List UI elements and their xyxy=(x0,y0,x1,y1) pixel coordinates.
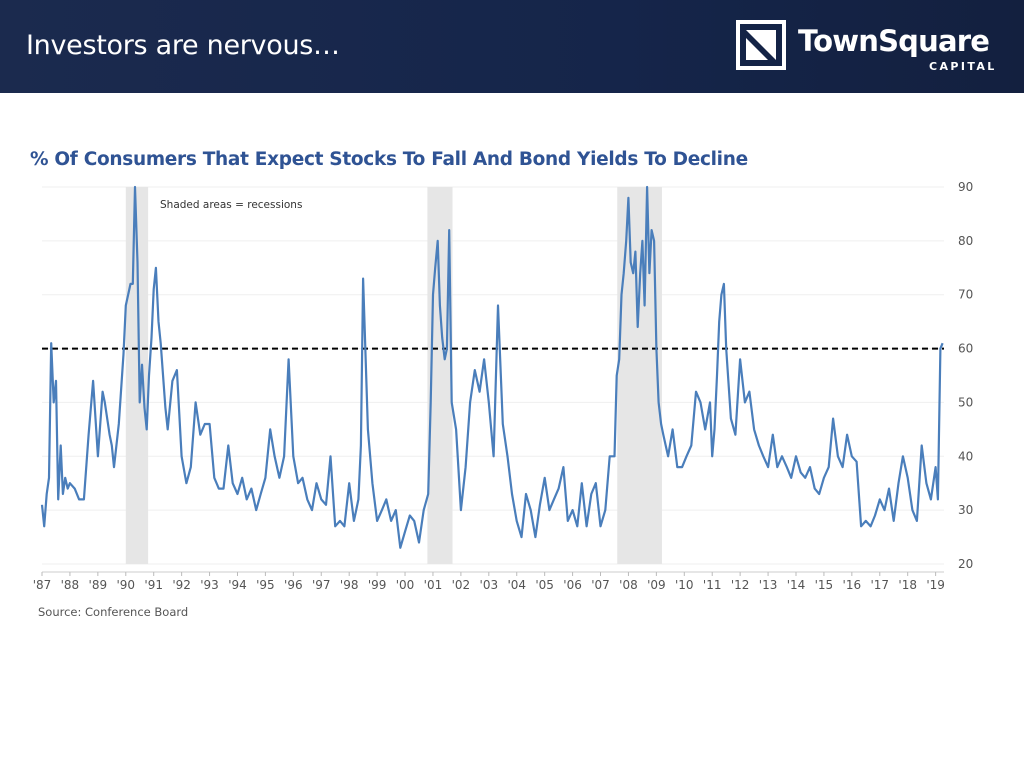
x-tick-label: '88 xyxy=(61,578,80,592)
y-axis-ticks: 20 30 40 50 60 70 80 90 xyxy=(958,180,973,571)
y-tick-label: 60 xyxy=(958,342,973,356)
y-tick-label: 20 xyxy=(958,557,973,571)
slide-header: Investors are nervous… TownSquare CAPITA… xyxy=(0,0,1024,93)
y-tick-label: 40 xyxy=(958,449,973,463)
x-tick-label: '10 xyxy=(675,578,694,592)
recession-shading xyxy=(125,187,662,564)
x-tick-label: '87 xyxy=(33,578,52,592)
y-tick-label: 70 xyxy=(958,288,973,302)
slide-title: Investors are nervous… xyxy=(26,30,340,61)
x-tick-label: '05 xyxy=(535,578,554,592)
x-tick-label: '07 xyxy=(591,578,610,592)
series-line xyxy=(40,185,944,549)
x-tick-label: '17 xyxy=(870,578,889,592)
townsquare-logo-icon xyxy=(736,20,786,70)
chart-title: % Of Consumers That Expect Stocks To Fal… xyxy=(30,149,748,170)
x-tick-label: '00 xyxy=(396,578,415,592)
x-tick-label: '94 xyxy=(228,578,247,592)
x-tick-label: '11 xyxy=(703,578,722,592)
x-tick-label: '02 xyxy=(452,578,471,592)
y-tick-label: 50 xyxy=(958,395,973,409)
x-tick-label: '15 xyxy=(815,578,834,592)
x-tick-label: '89 xyxy=(89,578,108,592)
x-tick-label: '92 xyxy=(172,578,191,592)
x-tick-label: '09 xyxy=(647,578,666,592)
x-tick-label: '16 xyxy=(843,578,862,592)
x-tick-label: '98 xyxy=(340,578,359,592)
x-tick-label: '18 xyxy=(898,578,917,592)
x-tick-label: '06 xyxy=(563,578,582,592)
x-tick-label: '90 xyxy=(116,578,135,592)
x-tick-label: '12 xyxy=(731,578,750,592)
x-tick-label: '19 xyxy=(926,578,945,592)
x-tick-label: '99 xyxy=(368,578,387,592)
x-tick-label: '03 xyxy=(480,578,499,592)
chart: % Of Consumers That Expect Stocks To Fal… xyxy=(30,149,973,619)
source-note: Source: Conference Board xyxy=(38,605,188,619)
x-axis-ticks: '87 '88 '89 '90 '91 '92 '93 '94 '95 '96 '97 '98 '99 '… xyxy=(33,571,945,592)
townsquare-logo: TownSquare CAPITAL xyxy=(736,20,996,76)
x-tick-label: '08 xyxy=(619,578,638,592)
logo-sub: CAPITAL xyxy=(929,60,997,73)
recession-annotation: Shaded areas = recessions xyxy=(160,199,302,211)
x-tick-label: '95 xyxy=(256,578,275,592)
x-tick-label: '96 xyxy=(284,578,303,592)
x-tick-label: '13 xyxy=(759,578,778,592)
y-tick-label: 30 xyxy=(958,503,973,517)
x-tick-label: '01 xyxy=(424,578,443,592)
y-tick-label: 80 xyxy=(958,234,973,248)
x-tick-label: '91 xyxy=(144,578,163,592)
x-tick-label: '04 xyxy=(507,578,526,592)
recession-band xyxy=(125,187,149,564)
y-tick-label: 90 xyxy=(958,180,973,194)
x-tick-label: '97 xyxy=(312,578,331,592)
x-tick-label: '93 xyxy=(200,578,219,592)
logo-name: TownSquare xyxy=(798,24,990,58)
x-tick-label: '14 xyxy=(787,578,806,592)
